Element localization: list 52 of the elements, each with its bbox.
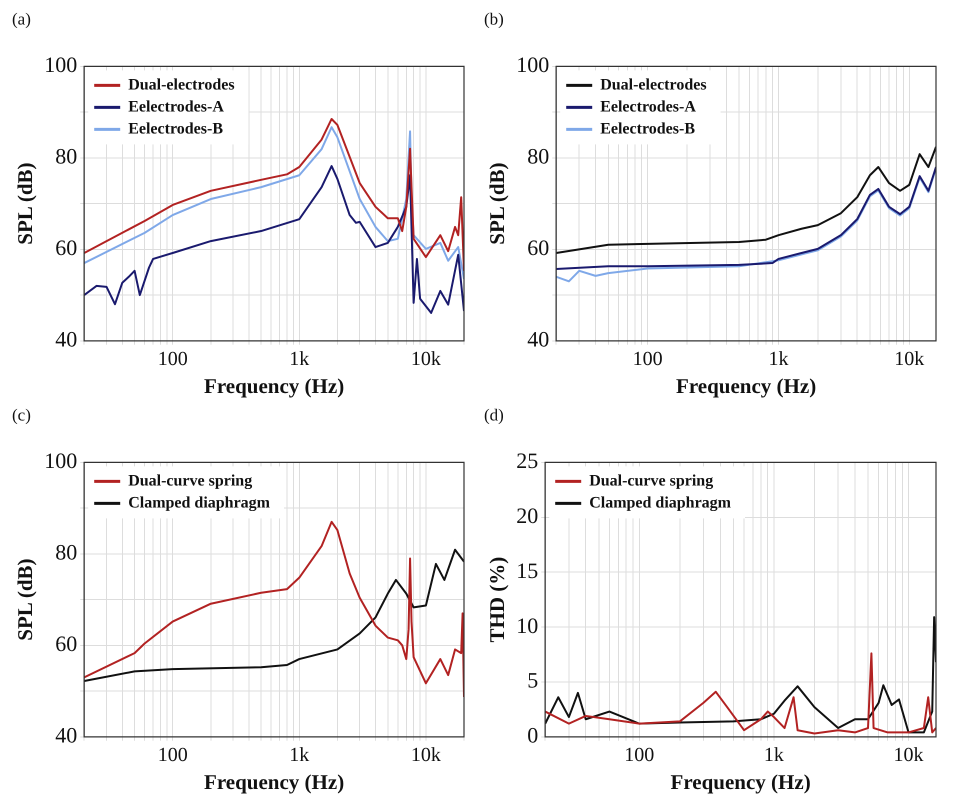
- y-tick-label: 40: [55, 326, 78, 352]
- chart-title: (d): [484, 406, 504, 425]
- y-tick-label: 15: [516, 558, 538, 583]
- x-tick-label: 10k: [410, 744, 441, 766]
- y-tick-label: 60: [55, 235, 78, 260]
- y-axis-title: SPL (dB): [13, 162, 38, 245]
- legend-label: Dual-electrodes: [128, 76, 235, 94]
- legend-label: Dual-curve spring: [128, 472, 252, 490]
- y-tick-label: 5: [527, 668, 538, 693]
- legend-label: Eelectrodes-B: [600, 120, 696, 138]
- x-tick-label: 10k: [894, 744, 924, 766]
- legend-label: Dual-electrodes: [600, 76, 707, 94]
- legend-label: Clamped diaphragm: [128, 494, 271, 512]
- y-tick-label: 25: [516, 448, 538, 474]
- chart-title: (a): [12, 10, 31, 29]
- y-tick-label: 60: [527, 235, 550, 260]
- x-tick-label: 100: [158, 744, 188, 766]
- x-tick-label: 1k: [289, 744, 310, 766]
- y-axis-title: THD (%): [485, 556, 510, 642]
- y-tick-label: 100: [44, 448, 78, 474]
- y-tick-label: 100: [44, 52, 78, 78]
- y-axis-title: SPL (dB): [485, 162, 510, 245]
- y-tick-label: 0: [527, 722, 538, 748]
- x-tick-label: 1k: [289, 348, 310, 370]
- x-tick-label: 10k: [894, 348, 924, 370]
- y-tick-label: 10: [516, 612, 538, 638]
- y-tick-label: 100: [516, 52, 550, 78]
- x-tick-label: 100: [158, 348, 188, 370]
- y-tick-label: 80: [527, 144, 550, 169]
- legend-label: Clamped diaphragm: [589, 494, 732, 512]
- y-axis-title: SPL (dB): [13, 558, 38, 641]
- x-tick-label: 1k: [768, 348, 788, 370]
- x-tick-label: 100: [632, 348, 663, 370]
- y-tick-label: 20: [516, 503, 538, 528]
- chart-title: (b): [484, 10, 504, 29]
- x-axis-title: Frequency (Hz): [204, 374, 344, 398]
- y-tick-label: 60: [55, 631, 78, 656]
- chart-title: (c): [12, 406, 31, 425]
- y-tick-label: 80: [55, 540, 78, 565]
- legend-label: Eelectrodes-A: [600, 98, 696, 116]
- x-axis-title: Frequency (Hz): [676, 374, 816, 398]
- x-tick-label: 1k: [764, 744, 784, 766]
- x-axis-title: Frequency (Hz): [670, 770, 811, 794]
- legend-label: Dual-curve spring: [589, 472, 714, 490]
- x-tick-label: 10k: [410, 348, 441, 370]
- x-tick-label: 100: [624, 744, 654, 766]
- y-tick-label: 40: [55, 722, 78, 748]
- y-tick-label: 40: [527, 326, 550, 352]
- legend-label: Eelectrodes-A: [128, 98, 224, 116]
- legend-label: Eelectrodes-B: [128, 120, 224, 138]
- y-tick-label: 80: [55, 144, 78, 169]
- x-axis-title: Frequency (Hz): [204, 770, 344, 794]
